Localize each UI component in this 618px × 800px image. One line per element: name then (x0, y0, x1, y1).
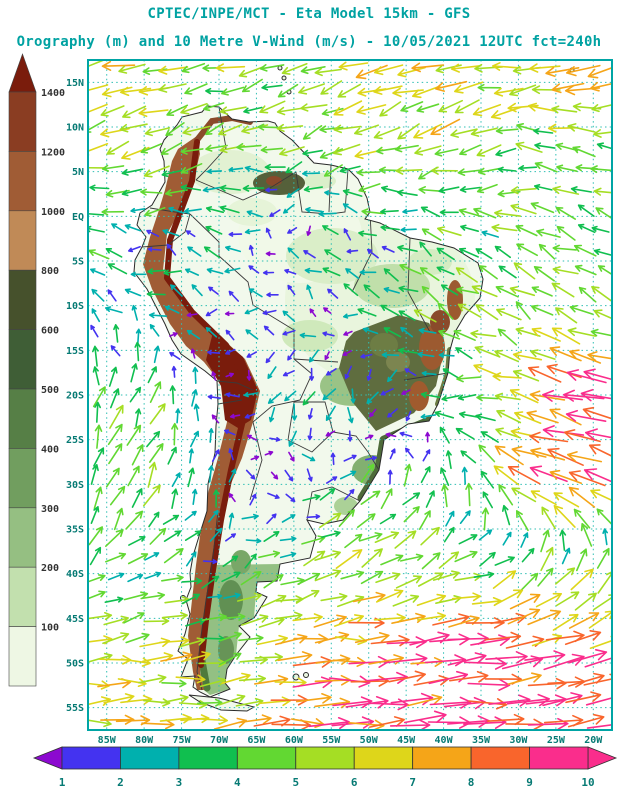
lat-tick-label: 40S (66, 569, 84, 580)
lat-tick-label: 45S (66, 614, 84, 625)
orography-scale-label: 100 (41, 623, 59, 634)
orography-scale-label: 1000 (41, 207, 65, 218)
lat-tick-label: 50S (66, 659, 84, 670)
lat-tick-label: EQ (72, 212, 84, 223)
lat-tick-label: 55S (66, 703, 84, 714)
lat-tick-label: 10N (66, 123, 84, 134)
orography-scale-label: 800 (41, 266, 59, 277)
wind-scale-label: 8 (468, 776, 475, 789)
orography-scale-label: 300 (41, 504, 59, 515)
wind-scale-label: 5 (292, 776, 299, 789)
wind-arrows (88, 60, 612, 730)
lat-tick-label: 5S (72, 257, 84, 268)
lon-axis-labels: 85W 80W 75W 70W 65W 60W 55W 50W 45W 40W 35W 30W 25W 2… (98, 735, 604, 746)
lon-tick-label: 55W (322, 735, 341, 746)
wind-scale-label: 1 (59, 776, 66, 789)
lon-tick-label: 85W (98, 735, 117, 746)
lat-tick-label: 15S (66, 346, 84, 357)
lon-tick-label: 60W (285, 735, 304, 746)
lon-tick-label: 50W (360, 735, 379, 746)
lat-tick-label: 25S (66, 435, 84, 446)
lat-tick-label: 10S (66, 301, 84, 312)
lat-tick-label: 20S (66, 391, 84, 402)
wind-scale-label: 4 (234, 776, 241, 789)
wind-scale-label: 2 (117, 776, 124, 789)
plot-area: 15N 10N 5N EQ 5S 10S 15S 20S 25S 30S 35S 40S 45S 50S 5… (8, 53, 618, 789)
wind-scale-label: 3 (176, 776, 183, 789)
lon-tick-label: 35W (472, 735, 491, 746)
orography-colorbar: 1400 1200 1000 800 600 500 400 300 200 100 (8, 53, 65, 687)
wind-scale-label: 7 (409, 776, 416, 789)
wind-colorbar: 1 2 3 4 5 6 7 8 9 10 (32, 746, 618, 789)
lon-tick-label: 45W (397, 735, 416, 746)
map-frame (87, 59, 613, 731)
lon-tick-label: 30W (509, 735, 528, 746)
lon-tick-label: 25W (547, 735, 566, 746)
lat-tick-label: 35S (66, 525, 84, 536)
chart-subtitle: Orography (m) and 10 Metre V-Wind (m/s) … (17, 34, 602, 50)
lat-tick-label: 5N (72, 167, 84, 178)
lon-tick-label: 65W (247, 735, 266, 746)
orography-scale-label: 500 (41, 385, 59, 396)
orography-scale-label: 400 (41, 444, 59, 455)
lat-tick-label: 30S (66, 480, 84, 491)
orography-scale-label: 600 (41, 326, 59, 337)
lon-tick-label: 80W (135, 735, 154, 746)
wind-scale-label: 6 (351, 776, 358, 789)
lat-tick-label: 15N (66, 78, 84, 89)
lon-tick-label: 70W (210, 735, 229, 746)
chart-title: CPTEC/INPE/MCT - Eta Model 15km - GFS (148, 6, 471, 22)
wind-scale-label: 10 (581, 776, 594, 789)
lon-tick-label: 75W (173, 735, 192, 746)
orography-scale-label: 1400 (41, 88, 65, 99)
lon-tick-label: 20W (584, 735, 603, 746)
orography-scale-label: 200 (41, 563, 59, 574)
lon-tick-label: 40W (435, 735, 454, 746)
lat-axis-labels: 15N 10N 5N EQ 5S 10S 15S 20S 25S 30S 35S 40S 45S 50S 5… (66, 78, 84, 714)
orography-scale-label: 1200 (41, 147, 65, 158)
wind-scale-label: 9 (526, 776, 533, 789)
